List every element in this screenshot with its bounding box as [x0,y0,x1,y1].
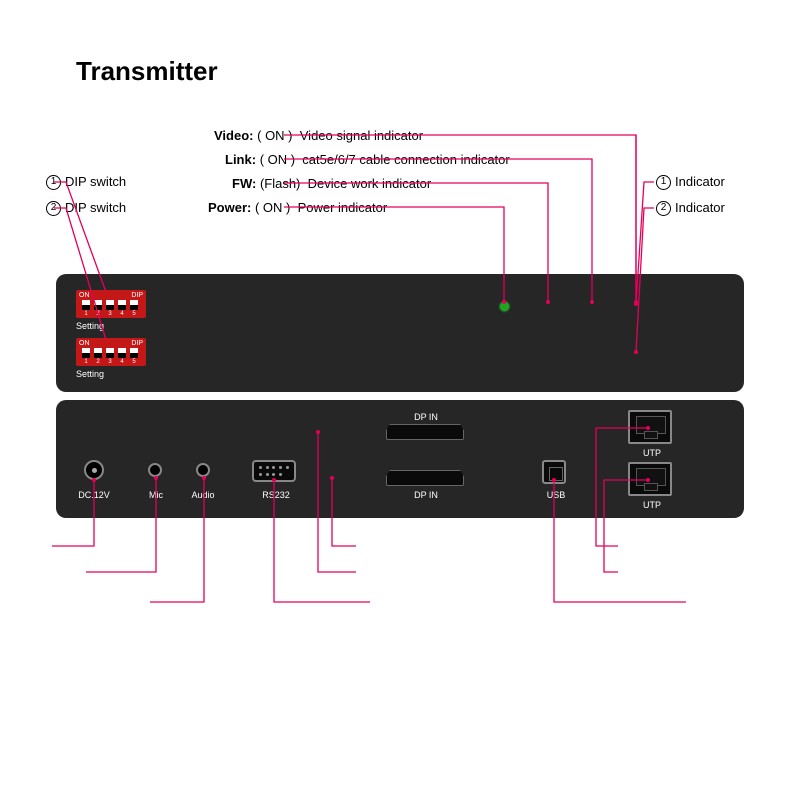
dip-switch: ONDIP12345Setting [76,290,146,330]
status-callout: Video: ( ON ) Video signal indicator [214,128,423,143]
utp1-label: UTP [640,448,664,458]
status-callout: Power: ( ON ) Power indicator [208,200,387,215]
rj45-port-1 [628,410,672,444]
status-callout: FW: (Flash) Device work indicator [232,176,431,191]
mic-jack [148,463,162,477]
page-title: Transmitter [76,56,218,87]
dc-jack [84,460,104,480]
dp2-label: DP IN [406,490,446,500]
usb-b-port [542,460,566,484]
numbered-callout: 1DIP switch [46,174,126,190]
dp-port-1 [386,424,464,440]
numbered-callout: 2DIP switch [46,200,126,216]
numbered-callout: 2Indicator [656,200,725,216]
mic-label: Mic [144,490,168,500]
utp2-label: UTP [640,500,664,510]
rs232-label: RS232 [256,490,296,500]
status-callout: Link: ( ON ) cat5e/6/7 cable connection … [225,152,510,167]
back-panel: DC.12V Mic Audio RS232 DP IN DP IN USB U… [56,400,744,518]
led-indicator [500,302,509,311]
dip-switch: ONDIP12345Setting [76,338,146,378]
numbered-callout: 1Indicator [656,174,725,190]
front-panel: ONDIP12345Setting ONDIP12345Setting [56,274,744,392]
dp1-label: DP IN [406,412,446,422]
dc-label: DC.12V [74,490,114,500]
dp-port-2 [386,470,464,486]
usb-label: USB [544,490,568,500]
rj45-port-2 [628,462,672,496]
audio-label: Audio [186,490,220,500]
audio-jack [196,463,210,477]
rs232-port [252,460,296,482]
